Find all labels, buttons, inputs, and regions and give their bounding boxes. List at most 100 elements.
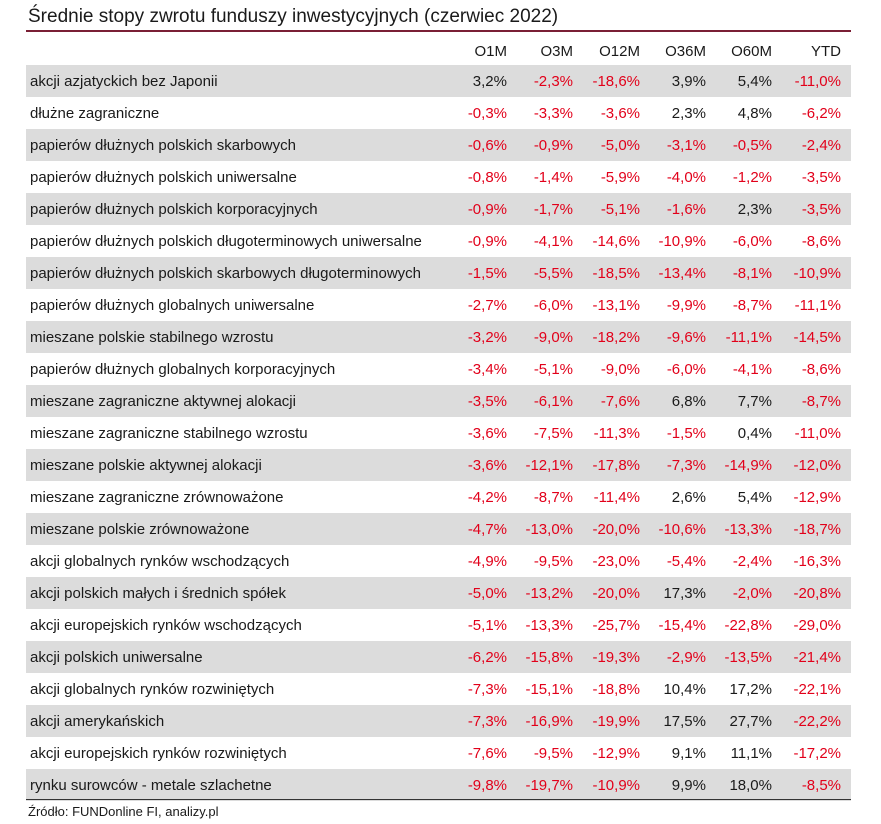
cell-o60m: -1,2% xyxy=(732,168,772,186)
header-o3m: O3M xyxy=(540,42,573,60)
row-category-label: akcji europejskich rynków rozwiniętych xyxy=(30,744,287,762)
cell-o3m: -7,5% xyxy=(533,424,573,442)
cell-o60m: 5,4% xyxy=(716,65,782,97)
header-o12m: O12M xyxy=(599,42,640,60)
row-category-label: mieszane polskie aktywnej alokacji xyxy=(26,449,457,481)
cell-ytd: -12,0% xyxy=(782,449,851,481)
row-category-label: akcji globalnych rynków wschodzących xyxy=(30,552,290,570)
cell-o36m: -2,9% xyxy=(650,641,716,673)
cell-o1m: -9,8% xyxy=(457,769,517,801)
cell-o60m: 4,8% xyxy=(737,104,772,122)
header-o1m: O1M xyxy=(474,42,507,60)
cell-o1m: -6,2% xyxy=(457,641,517,673)
cell-o60m: 5,4% xyxy=(737,488,772,506)
cell-o1m: -0,3% xyxy=(467,104,507,122)
cell-o3m: -5,5% xyxy=(517,257,583,289)
cell-ytd: -11,0% xyxy=(794,424,841,442)
cell-o3m: -15,1% xyxy=(525,680,573,698)
row-category-label: rynku surowców - metale szlachetne xyxy=(26,769,457,801)
table-row: papierów dłużnych polskich korporacyjnyc… xyxy=(26,193,851,225)
cell-o60m: -13,5% xyxy=(716,641,782,673)
cell-ytd: -11,1% xyxy=(794,296,841,314)
cell-o36m: -3,1% xyxy=(650,129,716,161)
cell-o1m: -3,5% xyxy=(457,385,517,417)
table-row: papierów dłużnych globalnych korporacyjn… xyxy=(26,353,851,385)
cell-o60m: 18,0% xyxy=(716,769,782,801)
table-row: papierów dłużnych globalnych uniwersalne… xyxy=(26,289,851,321)
cell-o3m: -15,8% xyxy=(517,641,583,673)
cell-o36m: 2,6% xyxy=(671,488,706,506)
row-category-label: akcji polskich małych i średnich spółek xyxy=(26,577,457,609)
table-row: akcji globalnych rynków wschodzących -4,9… xyxy=(26,545,851,577)
row-category-label: papierów dłużnych polskich skarbowych dł… xyxy=(26,257,457,289)
cell-o12m: -5,9% xyxy=(600,168,640,186)
cell-o3m: -9,0% xyxy=(517,321,583,353)
cell-o36m: -4,0% xyxy=(666,168,706,186)
cell-o36m: -15,4% xyxy=(658,616,706,634)
cell-o12m: -18,8% xyxy=(592,680,640,698)
cell-ytd: -12,9% xyxy=(793,488,841,506)
cell-o1m: -0,9% xyxy=(467,232,507,250)
cell-o3m: -5,1% xyxy=(533,360,573,378)
returns-table: O1M O3M O12M O36M O60M YTD akcji azjatyc… xyxy=(26,37,851,801)
cell-o3m: -13,0% xyxy=(517,513,583,545)
cell-o36m: -10,9% xyxy=(658,232,706,250)
table-row: akcji azjatyckich bez Japonii 3,2% -2,3% -1… xyxy=(26,65,851,97)
cell-ytd: -22,1% xyxy=(793,680,841,698)
cell-o36m: -10,6% xyxy=(650,513,716,545)
cell-o1m: -7,6% xyxy=(467,744,507,762)
cell-ytd: -16,3% xyxy=(793,552,841,570)
cell-o12m: -7,6% xyxy=(583,385,650,417)
cell-o1m: -3,6% xyxy=(467,424,507,442)
cell-o36m: 17,3% xyxy=(650,577,716,609)
cell-o60m: 11,1% xyxy=(730,744,772,762)
cell-o1m: -4,7% xyxy=(457,513,517,545)
cell-o60m: -0,5% xyxy=(716,129,782,161)
cell-o12m: -25,7% xyxy=(592,616,640,634)
cell-ytd: -10,9% xyxy=(782,257,851,289)
row-category-label: mieszane polskie stabilnego wzrostu xyxy=(26,321,457,353)
cell-o1m: 3,2% xyxy=(457,65,517,97)
row-category-label: papierów dłużnych polskich skarbowych xyxy=(26,129,457,161)
row-category-label: mieszane polskie zrównoważone xyxy=(26,513,457,545)
cell-o12m: -20,0% xyxy=(583,513,650,545)
cell-o1m: -4,9% xyxy=(467,552,507,570)
cell-ytd: -8,6% xyxy=(801,360,841,378)
cell-o1m: -3,4% xyxy=(467,360,507,378)
cell-ytd: -20,8% xyxy=(782,577,851,609)
cell-o1m: -0,6% xyxy=(457,129,517,161)
cell-o12m: -18,5% xyxy=(583,257,650,289)
cell-o3m: -0,9% xyxy=(517,129,583,161)
table-row: papierów dłużnych polskich skarbowych -0,… xyxy=(26,129,851,161)
header-ytd: YTD xyxy=(811,42,841,60)
cell-o60m: -2,0% xyxy=(716,577,782,609)
cell-o12m: -14,6% xyxy=(592,232,640,250)
table-row: mieszane zagraniczne stabilnego wzrostu -… xyxy=(26,417,851,449)
cell-o36m: 9,1% xyxy=(671,744,706,762)
row-category-label: papierów dłużnych polskich uniwersalne xyxy=(30,168,297,186)
cell-o3m: -9,5% xyxy=(533,744,573,762)
cell-o36m: -9,9% xyxy=(666,296,706,314)
cell-o3m: -13,2% xyxy=(517,577,583,609)
cell-o3m: -9,5% xyxy=(533,552,573,570)
cell-o60m: -4,1% xyxy=(732,360,772,378)
title-underline xyxy=(26,30,851,32)
cell-ytd: -6,2% xyxy=(801,104,841,122)
cell-o36m: -13,4% xyxy=(650,257,716,289)
cell-o12m: -19,3% xyxy=(583,641,650,673)
cell-o12m: -5,1% xyxy=(583,193,650,225)
source-note: Źródło: FUNDonline FI, analizy.pl xyxy=(28,804,219,819)
table-row: dłużne zagraniczne -0,3% -3,3% -3,6% 2,3% 4,8… xyxy=(26,97,851,129)
cell-o1m: -2,7% xyxy=(467,296,507,314)
cell-o3m: -3,3% xyxy=(533,104,573,122)
cell-o60m: -2,4% xyxy=(732,552,772,570)
cell-o60m: 27,7% xyxy=(716,705,782,737)
cell-o3m: -16,9% xyxy=(517,705,583,737)
cell-o60m: 0,4% xyxy=(737,424,772,442)
table-bottom-rule xyxy=(26,799,851,800)
cell-o1m: -7,3% xyxy=(457,705,517,737)
cell-o1m: -1,5% xyxy=(457,257,517,289)
cell-o1m: -5,1% xyxy=(467,616,507,634)
table-row: akcji europejskich rynków rozwiniętych -7… xyxy=(26,737,851,769)
cell-o3m: -1,4% xyxy=(533,168,573,186)
